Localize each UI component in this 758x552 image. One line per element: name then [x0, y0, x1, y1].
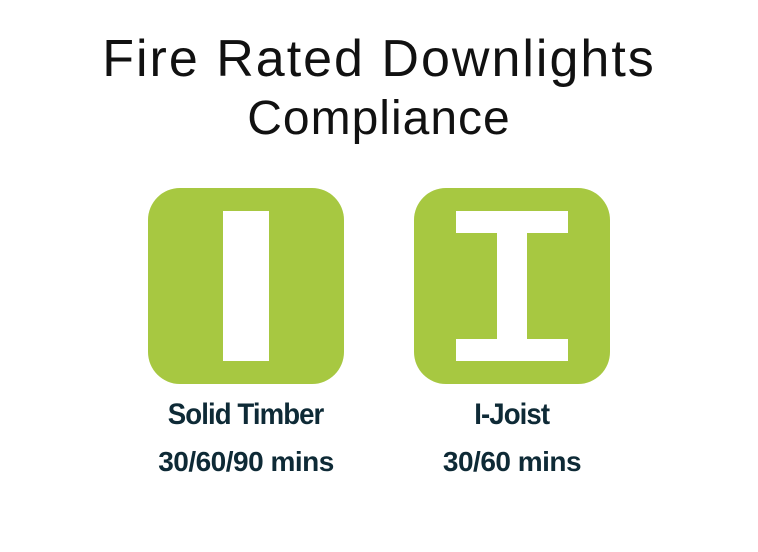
item-i-joist: I-Joist 30/60 mins: [414, 188, 610, 478]
solid-timber-icon-box: [148, 188, 344, 384]
item-solid-timber: Solid Timber 30/60/90 mins: [148, 188, 344, 478]
i-joist-icon: [414, 188, 610, 384]
page-title: Fire Rated Downlights: [102, 32, 656, 87]
i-joist-label: I-Joist: [475, 398, 550, 432]
page-subtitle: Compliance: [247, 91, 510, 146]
i-joist-icon-box: [414, 188, 610, 384]
i-joist-times: 30/60 mins: [443, 446, 581, 478]
solid-timber-label: Solid Timber: [168, 398, 324, 432]
solid-timber-times: 30/60/90 mins: [158, 446, 334, 478]
items-row: Solid Timber 30/60/90 mins I-Joist 30/60…: [148, 188, 610, 478]
solid-timber-icon: [148, 188, 344, 384]
